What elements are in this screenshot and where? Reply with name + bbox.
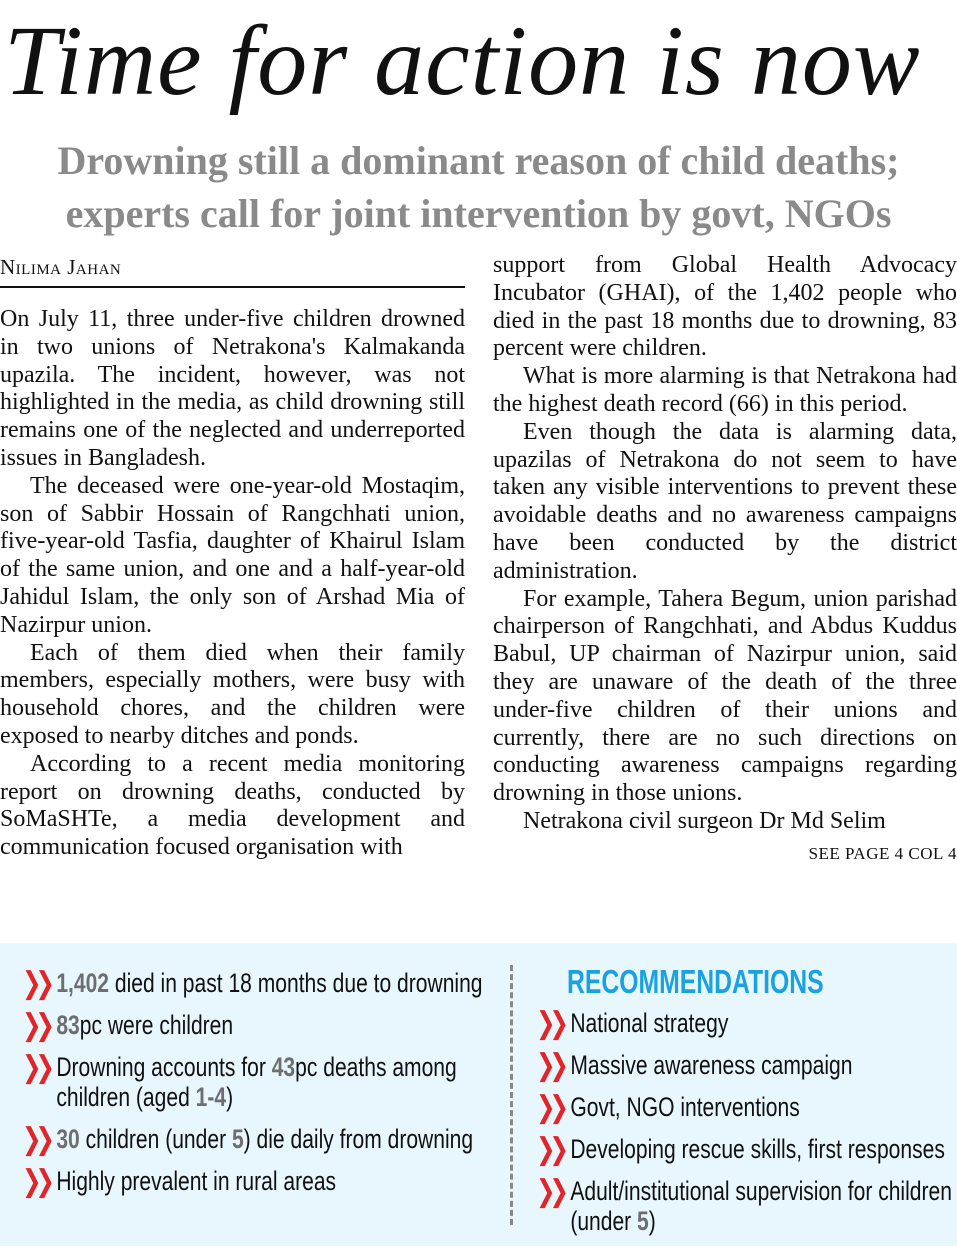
recommendation-item: ❯❯ Adult/institutional supervision for ch… [536,1176,957,1236]
recommendation-item: ❯❯ Massive awareness campaign [536,1049,957,1082]
facts-list: ❯❯ 1,402 died in past 18 months due to dr… [22,968,490,1208]
double-chevron-right-icon: ❯❯ [22,967,55,1000]
continuation-link[interactable]: SEE PAGE 4 COL 4 [808,843,957,863]
fact-item: ❯❯ 83pc were children [22,1009,490,1042]
recommendations-list: ❯❯ National strategy ❯❯ Massive awareness c… [536,1008,957,1248]
item-text: pc deaths among children (aged [56,1052,457,1112]
double-chevron-right-icon: ❯❯ [536,1091,569,1124]
article-column-left: Nilima Jahan On July 11, three under-fiv… [0,252,465,862]
double-chevron-right-icon: ❯❯ [22,1123,55,1156]
highlight-number: 43 [271,1052,296,1082]
item-text: Adult/institutional supervision for chil… [570,1176,952,1236]
item-text: died in past 18 months due to drowning [109,968,483,998]
double-chevron-right-icon: ❯❯ [536,1175,569,1208]
item-text: ) [226,1082,234,1112]
paragraph: Even though the data is alarming data, u… [493,418,957,584]
fact-item: ❯❯ Drowning accounts for 43pc deaths amon… [22,1052,490,1112]
highlight-number: 1-4 [195,1082,227,1112]
double-chevron-right-icon: ❯❯ [536,1049,569,1082]
recommendation-item: ❯❯ Govt, NGO interventions [536,1091,957,1124]
item-text: Drowning accounts for [56,1052,272,1082]
double-chevron-right-icon: ❯❯ [22,1051,55,1084]
paragraph: For example, Tahera Begum, union parisha… [493,585,957,807]
item-text: pc were children [79,1010,234,1040]
dashed-divider [510,965,513,1225]
paragraph: On July 11, three under-five children dr… [0,306,465,471]
paragraph: Netrakona civil surgeon Dr Md Selim [523,807,886,834]
fact-item: ❯❯ 1,402 died in past 18 months due to dr… [22,967,490,1000]
recommendations-title: RECOMMENDATIONS [567,963,824,1000]
recommendation-item: ❯❯ National strategy [536,1007,957,1040]
item-text: ) die daily from drowning [243,1124,474,1154]
item-text: ) [648,1206,656,1236]
item-text: children (under [79,1124,232,1154]
double-chevron-right-icon: ❯❯ [22,1009,55,1042]
subheadline: Drowning still a dominant reason of chil… [57,138,900,236]
paragraph: What is more alarming is that Netrakona … [493,363,957,417]
highlight-number: 30 [56,1124,80,1154]
paragraph: Each of them died when their family memb… [0,639,465,749]
byline-rule [0,286,465,288]
item-text: Massive awareness campaign [570,1050,853,1080]
highlight-number: 1,402 [56,968,110,998]
highlight-number: 5 [637,1206,649,1236]
paragraph: The deceased were one-year-old Mostaqim,… [0,472,465,638]
highlight-number: 83 [56,1010,80,1040]
fact-item: ❯❯ 30 children (under 5) die daily from d… [22,1123,490,1156]
item-text: Govt, NGO interventions [570,1092,800,1122]
facts-box: ❯❯ 1,402 died in past 18 months due to dr… [0,943,957,1246]
double-chevron-right-icon: ❯❯ [536,1007,569,1040]
item-text: Developing rescue skills, first response… [570,1134,945,1164]
double-chevron-right-icon: ❯❯ [22,1165,55,1198]
byline: Nilima Jahan [0,255,122,279]
item-text: Highly prevalent in rural areas [56,1166,337,1196]
fact-item: ❯❯ Highly prevalent in rural areas [22,1165,490,1198]
article-column-right: support from Global Health Advocacy Incu… [493,252,957,868]
recommendation-item: ❯❯ Developing rescue skills, first respon… [536,1133,957,1166]
double-chevron-right-icon: ❯❯ [536,1133,569,1166]
paragraph: support from Global Health Advocacy Incu… [493,252,957,362]
headline: Time for action is now [4,5,921,116]
paragraph: According to a recent media monitoring r… [0,750,465,861]
item-text: National strategy [570,1008,729,1038]
highlight-number: 5 [231,1124,244,1154]
